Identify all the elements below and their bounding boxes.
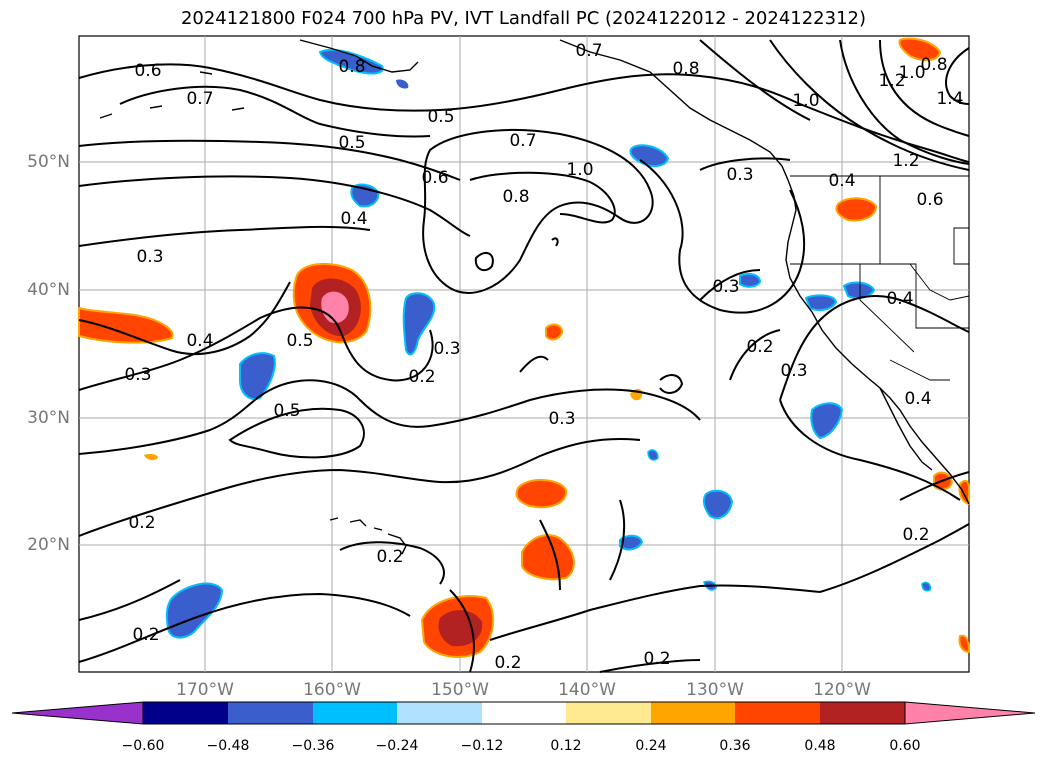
colorbar-tick: 0.60 <box>889 738 921 754</box>
contour-label: 0.2 <box>902 525 929 545</box>
colorbar-extend-low <box>11 701 144 725</box>
positive-anomaly-3 <box>515 479 568 509</box>
contour-label: 1.4 <box>936 89 963 109</box>
lon-label: 160°W <box>303 680 361 700</box>
colorbar-extend-high <box>904 701 1036 725</box>
contour-label: 0.4 <box>186 331 213 351</box>
colorbar-segment <box>143 702 228 724</box>
graticule <box>79 36 969 672</box>
contour-label: 0.8 <box>502 187 529 207</box>
contour-label: 0.5 <box>427 107 454 127</box>
colorbar-tick: −0.12 <box>460 738 504 754</box>
lon-label: 170°W <box>176 680 234 700</box>
contour-label: 0.6 <box>134 61 161 81</box>
lon-label: 130°W <box>686 680 744 700</box>
contour-label: 0.6 <box>421 168 448 188</box>
lon-label: 140°W <box>558 680 616 700</box>
contour-label: 0.7 <box>186 89 213 109</box>
colorbar-tick: 0.12 <box>550 738 582 754</box>
contour-label: 0.4 <box>886 289 913 309</box>
colorbar-segment <box>651 702 735 724</box>
contour-label: 0.8 <box>338 57 365 77</box>
contour-label: 0.2 <box>132 625 159 645</box>
contour-label: 0.7 <box>509 131 536 151</box>
colorbar-segment <box>482 702 566 724</box>
lat-label: 30°N <box>27 408 70 428</box>
contour-label: 0.3 <box>726 165 753 185</box>
contour-label: 0.7 <box>575 41 602 61</box>
colorbar <box>11 701 1036 725</box>
colorbar-tick: 0.24 <box>635 738 667 754</box>
colorbar-tick: 0.48 <box>804 738 836 754</box>
contour-label: 0.3 <box>433 339 460 359</box>
contour-label: 1.2 <box>892 151 919 171</box>
contour-label: 0.2 <box>746 337 773 357</box>
contour-label: 0.2 <box>494 653 521 673</box>
contour-label: 0.2 <box>408 367 435 387</box>
contour-label: 0.2 <box>376 547 403 567</box>
contour-label: 0.4 <box>904 389 931 409</box>
map-title: 2024121800 F024 700 hPa PV, IVT Landfall… <box>180 8 867 29</box>
contour-label: 0.8 <box>920 55 947 75</box>
lat-label: 50°N <box>27 152 70 172</box>
contour-label: 1.2 <box>878 71 905 91</box>
contour-label: 0.5 <box>273 401 300 421</box>
contour-label: 0.4 <box>828 171 855 191</box>
colorbar-segment <box>397 702 482 724</box>
contour-label: 0.3 <box>780 361 807 381</box>
pv-contours <box>78 39 970 673</box>
contour-label: 0.3 <box>136 247 163 267</box>
contour-label: 0.3 <box>548 409 575 429</box>
contour-label: 0.2 <box>128 513 155 533</box>
colorbar-tick: 0.36 <box>719 738 751 754</box>
colorbar-tick: −0.24 <box>375 738 419 754</box>
contour-label: 0.5 <box>286 331 313 351</box>
lat-label: 20°N <box>27 535 70 555</box>
contour-label: 1.0 <box>898 63 925 83</box>
lon-label: 120°W <box>813 680 871 700</box>
colorbar-segment <box>228 702 313 724</box>
contour-label: 0.3 <box>124 365 151 385</box>
colorbar-segment <box>566 702 651 724</box>
contour-label: 0.3 <box>712 277 739 297</box>
contour-label: 0.6 <box>916 190 943 210</box>
colorbar-tick: −0.48 <box>206 738 250 754</box>
colorbar-segment <box>735 702 820 724</box>
contour-labels: 0.6 0.7 0.5 0.5 0.6 0.7 1.0 0.8 0.7 0.8 … <box>124 41 963 673</box>
coastlines <box>99 39 970 555</box>
colorbar-tick: −0.60 <box>121 738 165 754</box>
colorbar-segment <box>820 702 905 724</box>
contour-label: 1.0 <box>566 160 593 180</box>
contour-label: 1.0 <box>792 91 819 111</box>
contour-label: 0.8 <box>672 59 699 79</box>
lat-label: 40°N <box>27 280 70 300</box>
contour-label: 0.4 <box>340 209 367 229</box>
positive-anomaly-5 <box>78 306 174 344</box>
lon-label: 150°W <box>431 680 489 700</box>
positive-anomaly-4 <box>521 534 575 581</box>
colorbar-tick: −0.36 <box>291 738 335 754</box>
pv-shading <box>78 37 971 658</box>
colorbar-segment <box>313 702 397 724</box>
contour-label: 0.5 <box>338 133 365 153</box>
contour-label: 0.2 <box>643 649 670 669</box>
